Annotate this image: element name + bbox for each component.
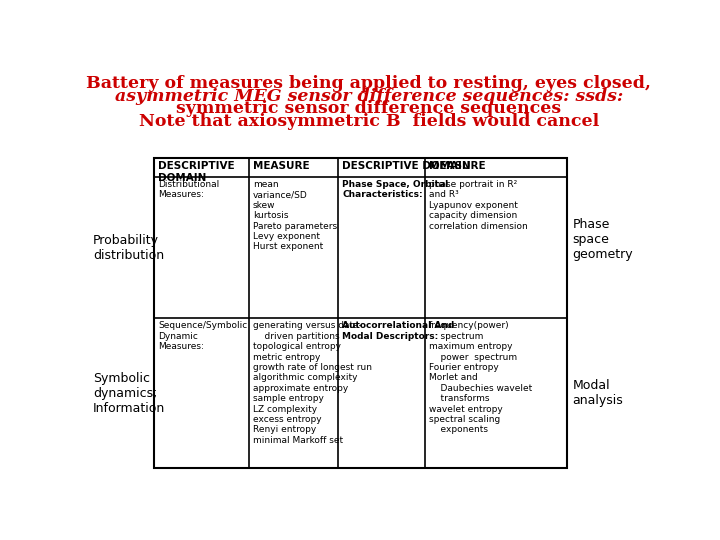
- Text: MEASURE: MEASURE: [253, 161, 310, 171]
- Text: symmetric sensor difference sequences: symmetric sensor difference sequences: [176, 100, 562, 117]
- Text: Battery of measures being applied to resting, eyes closed,: Battery of measures being applied to res…: [86, 75, 652, 92]
- Text: Phase
space
geometry: Phase space geometry: [572, 218, 634, 261]
- Text: Distributional
Measures:: Distributional Measures:: [158, 180, 220, 199]
- Text: Note that axiosymmetric B  fields would cancel: Note that axiosymmetric B fields would c…: [139, 113, 599, 130]
- Text: Probability
distribution: Probability distribution: [93, 234, 164, 262]
- Text: generating versus data-
    driven partitions
topological entropy
metric entropy: generating versus data- driven partition…: [253, 321, 372, 445]
- Text: frequency(power)
    spectrum
maximum entropy
    power  spectrum
Fourier entrop: frequency(power) spectrum maximum entrop…: [428, 321, 532, 434]
- Text: Autocorrelational And
Modal Descriptors:: Autocorrelational And Modal Descriptors:: [342, 321, 454, 341]
- Text: Sequence/Symbolic
Dynamic
Measures:: Sequence/Symbolic Dynamic Measures:: [158, 321, 248, 351]
- Text: phase portrait in R²
and R³
Lyapunov exponent
capacity dimension
correlation dim: phase portrait in R² and R³ Lyapunov exp…: [428, 180, 528, 231]
- Text: MEASURE: MEASURE: [428, 161, 485, 171]
- Text: DESCRIPTIVE
DOMAIN: DESCRIPTIVE DOMAIN: [158, 161, 235, 183]
- Bar: [154, 158, 567, 468]
- Text: DESCRIPTIVE DOMAIN: DESCRIPTIVE DOMAIN: [342, 161, 471, 171]
- Text: Symbolic
dynamics;
Information: Symbolic dynamics; Information: [93, 372, 165, 415]
- Text: Modal
analysis: Modal analysis: [572, 379, 624, 407]
- Text: asymmetric MEG sensor difference sequences: ssds:: asymmetric MEG sensor difference sequenc…: [115, 87, 623, 105]
- Text: Phase Space, Orbital
Characteristics:: Phase Space, Orbital Characteristics:: [342, 180, 449, 199]
- Text: mean
variance/SD
skew
kurtosis
Pareto parameters
Levy exponent
Hurst exponent: mean variance/SD skew kurtosis Pareto pa…: [253, 180, 337, 252]
